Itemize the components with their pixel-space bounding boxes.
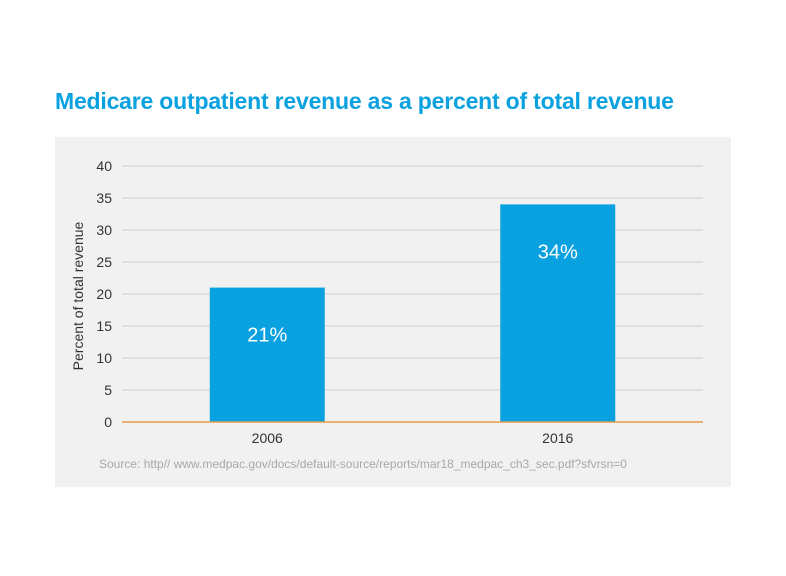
- bar-data-label: 34%: [538, 241, 578, 263]
- y-tick-label: 5: [104, 382, 112, 398]
- y-axis-title: Percent of total revenue: [70, 221, 86, 370]
- y-tick-label: 40: [96, 158, 112, 174]
- y-tick-label: 25: [96, 254, 112, 270]
- bar-2006: [209, 287, 325, 422]
- y-tick-label: 20: [96, 286, 112, 302]
- source-note: Source: http// www.medpac.gov/docs/defau…: [99, 457, 627, 471]
- chart-panel: 0 5 10 15 20 25 30 35 40 Percent of total revenue…: [55, 137, 731, 487]
- bar-2016: [500, 204, 616, 422]
- chart-title: Medicare outpatient revenue as a percent…: [55, 88, 674, 114]
- y-tick-label: 35: [96, 190, 112, 206]
- y-tick-label: 10: [96, 350, 112, 366]
- x-tick-label: 2016: [542, 430, 573, 446]
- y-tick-label: 30: [96, 222, 112, 238]
- bar-data-label: 21%: [247, 325, 287, 347]
- y-tick-label: 15: [96, 318, 112, 334]
- bar-chart: 0 5 10 15 20 25 30 35 40 Percent of total revenue…: [70, 158, 703, 446]
- x-tick-label: 2006: [252, 430, 283, 446]
- y-tick-label: 0: [104, 414, 112, 430]
